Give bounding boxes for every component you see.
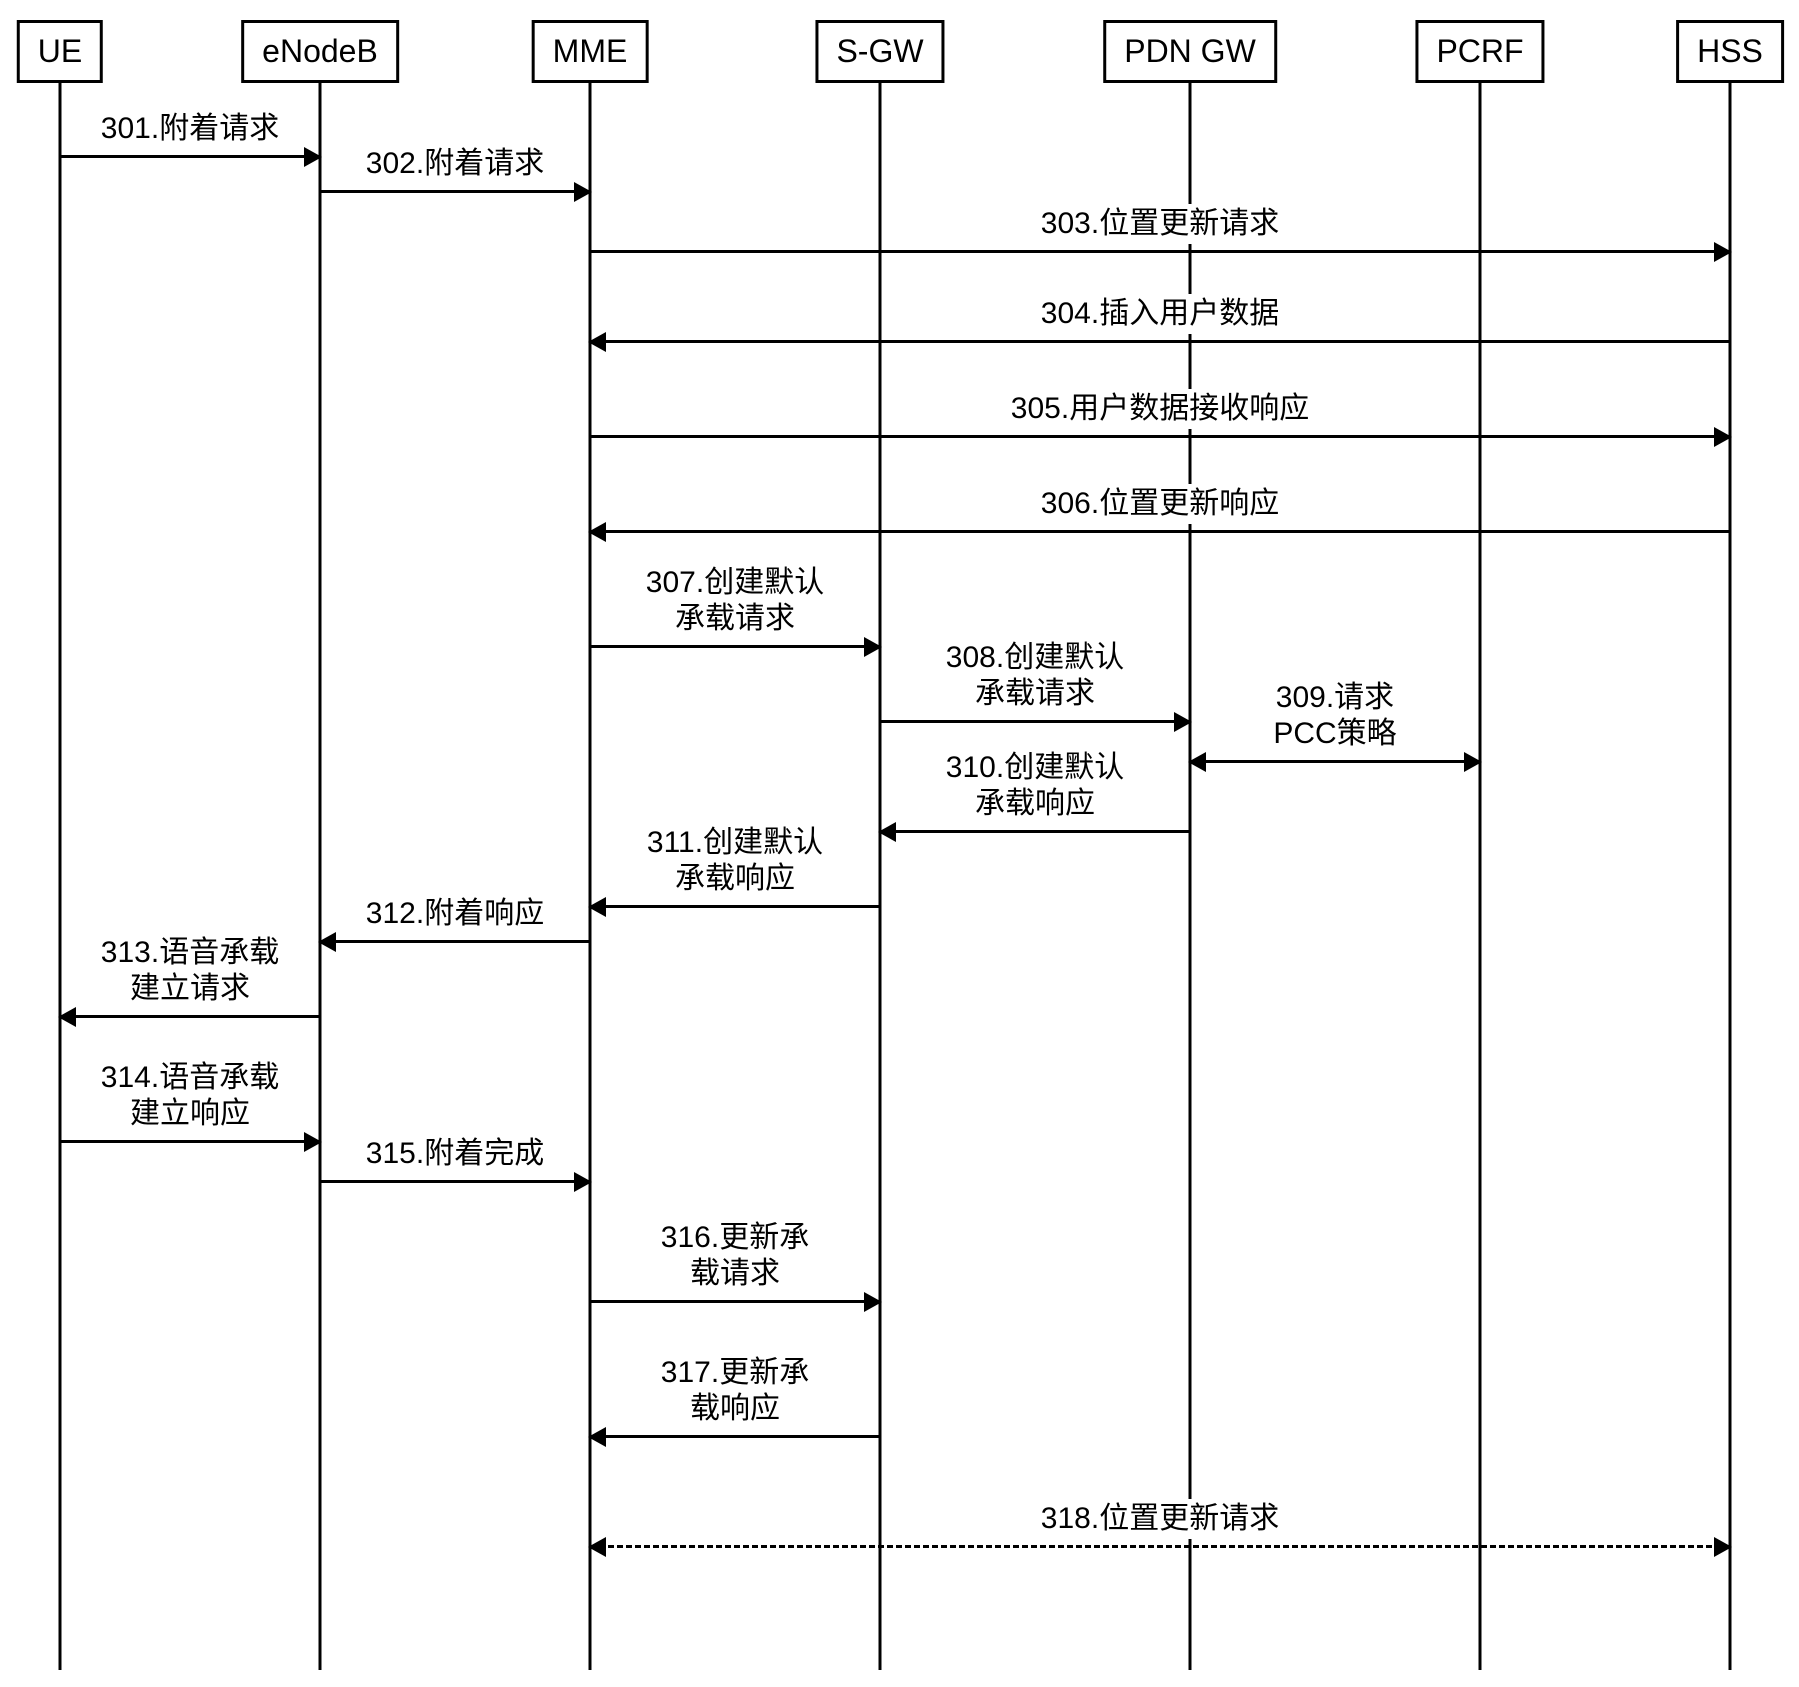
arrow-right-icon <box>1714 1537 1732 1557</box>
message-label: 304.插入用户数据 <box>1037 294 1283 334</box>
message-label: 313.语音承载建立请求 <box>97 933 283 1009</box>
message-label: 305.用户数据接收响应 <box>1007 389 1313 429</box>
message-label: 309.请求PCC策略 <box>1269 678 1400 754</box>
message-line <box>60 1015 320 1018</box>
actor-pcrf: PCRF <box>1415 20 1544 83</box>
arrow-left-icon <box>588 522 606 542</box>
message-label: 310.创建默认承载响应 <box>942 748 1128 824</box>
message-line <box>320 1180 590 1183</box>
arrow-right-icon <box>1464 752 1482 772</box>
message-line <box>590 530 1730 533</box>
lifeline-pcrf <box>1479 80 1482 1670</box>
message-302: 302.附着请求 <box>320 190 590 192</box>
lifeline-hss <box>1729 80 1732 1670</box>
message-310: 310.创建默认承载响应 <box>880 830 1190 832</box>
message-317: 317.更新承载响应 <box>590 1435 880 1437</box>
message-label: 318.位置更新请求 <box>1037 1499 1283 1539</box>
message-line <box>590 250 1730 253</box>
actor-sgw: S-GW <box>815 20 944 83</box>
message-313: 313.语音承载建立请求 <box>60 1015 320 1017</box>
message-label: 302.附着请求 <box>362 144 548 184</box>
message-line <box>590 905 880 908</box>
lifeline-enodeb <box>319 80 322 1670</box>
message-label: 315.附着完成 <box>362 1134 548 1174</box>
arrow-right-icon <box>574 1172 592 1192</box>
message-line <box>320 940 590 943</box>
actor-ue: UE <box>17 20 103 83</box>
message-line <box>590 435 1730 438</box>
message-line <box>590 1435 880 1438</box>
arrow-right-icon <box>304 147 322 167</box>
message-318: 318.位置更新请求 <box>590 1545 1730 1547</box>
message-301: 301.附着请求 <box>60 155 320 157</box>
message-304: 304.插入用户数据 <box>590 340 1730 342</box>
sequence-diagram: UE eNodeB MME S-GW PDN GW PCRF HSS 301.附着请求 302… <box>0 0 1799 1687</box>
lifeline-sgw <box>879 80 882 1670</box>
lifeline-ue <box>59 80 62 1670</box>
message-315: 315.附着完成 <box>320 1180 590 1182</box>
message-306: 306.位置更新响应 <box>590 530 1730 532</box>
message-label: 306.位置更新响应 <box>1037 484 1283 524</box>
message-label: 316.更新承载请求 <box>657 1218 813 1294</box>
arrow-right-icon <box>864 637 882 657</box>
arrow-right-icon <box>864 1292 882 1312</box>
message-line <box>880 720 1190 723</box>
message-label: 317.更新承载响应 <box>657 1353 813 1429</box>
message-311: 311.创建默认承载响应 <box>590 905 880 907</box>
arrow-left-icon <box>1188 752 1206 772</box>
message-309: 309.请求PCC策略 <box>1190 760 1480 762</box>
message-label: 307.创建默认承载请求 <box>642 563 828 639</box>
message-label: 314.语音承载建立响应 <box>97 1058 283 1134</box>
actor-pdngw: PDN GW <box>1103 20 1277 83</box>
actor-mme: MME <box>532 20 649 83</box>
message-line <box>60 1140 320 1143</box>
arrow-left-icon <box>588 1427 606 1447</box>
arrow-right-icon <box>574 182 592 202</box>
message-312: 312.附着响应 <box>320 940 590 942</box>
message-303: 303.位置更新请求 <box>590 250 1730 252</box>
message-line <box>60 155 320 158</box>
message-label: 312.附着响应 <box>362 894 548 934</box>
message-line <box>590 1300 880 1303</box>
message-305: 305.用户数据接收响应 <box>590 435 1730 437</box>
message-316: 316.更新承载请求 <box>590 1300 880 1302</box>
arrow-left-icon <box>878 822 896 842</box>
message-line <box>590 340 1730 343</box>
arrow-left-icon <box>588 1537 606 1557</box>
arrow-right-icon <box>1714 242 1732 262</box>
message-label: 311.创建默认承载响应 <box>643 823 827 899</box>
actor-enodeb: eNodeB <box>241 20 399 83</box>
actor-hss: HSS <box>1676 20 1784 83</box>
arrow-left-icon <box>318 932 336 952</box>
arrow-right-icon <box>304 1132 322 1152</box>
message-label: 303.位置更新请求 <box>1037 204 1283 244</box>
message-label: 301.附着请求 <box>97 109 283 149</box>
arrow-left-icon <box>58 1007 76 1027</box>
message-314: 314.语音承载建立响应 <box>60 1140 320 1142</box>
message-307: 307.创建默认承载请求 <box>590 645 880 647</box>
message-line <box>880 830 1190 833</box>
arrow-left-icon <box>588 332 606 352</box>
message-line <box>320 190 590 193</box>
message-line <box>590 1545 1730 1548</box>
arrow-right-icon <box>1714 427 1732 447</box>
message-line <box>1190 760 1480 763</box>
message-label: 308.创建默认承载请求 <box>942 638 1128 714</box>
message-line <box>590 645 880 648</box>
message-308: 308.创建默认承载请求 <box>880 720 1190 722</box>
arrow-right-icon <box>1174 712 1192 732</box>
arrow-left-icon <box>588 897 606 917</box>
